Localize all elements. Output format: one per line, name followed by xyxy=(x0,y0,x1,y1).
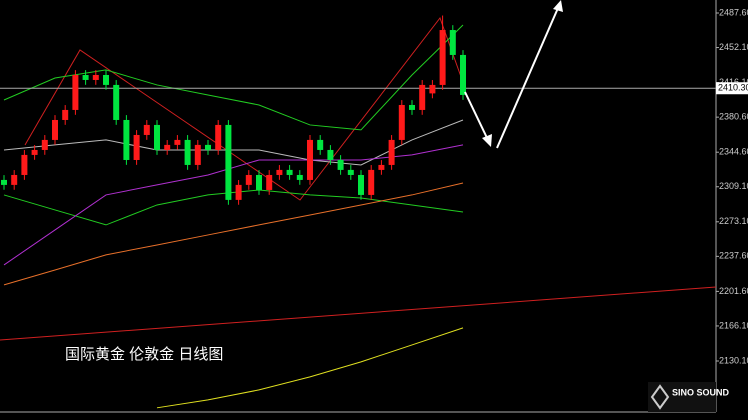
candle-body xyxy=(31,149,38,155)
candle-body xyxy=(123,119,130,160)
candle-body xyxy=(92,75,99,80)
candle-body xyxy=(409,104,415,110)
candle-body xyxy=(378,164,385,170)
candle-body xyxy=(256,174,262,190)
candle-body xyxy=(184,139,191,165)
candle-body xyxy=(449,30,456,55)
price-label: 2410.30 xyxy=(718,83,748,93)
candle-body xyxy=(41,139,48,150)
candle-body xyxy=(194,144,201,165)
candle-body xyxy=(1,179,7,185)
y-tick-label: 2380.60 xyxy=(719,112,748,122)
candle-body xyxy=(460,54,466,95)
y-tick-label: 2487.60 xyxy=(719,7,748,17)
candle-body xyxy=(398,104,405,140)
y-tick-label: 2273.10 xyxy=(719,216,748,226)
zigzag xyxy=(24,16,466,201)
y-tick-label: 2309.10 xyxy=(719,181,748,191)
candle-body xyxy=(164,144,171,150)
candle-body xyxy=(317,139,324,150)
candle-body xyxy=(307,139,313,180)
y-tick-label: 2452.10 xyxy=(719,42,748,52)
candle-body xyxy=(21,154,28,175)
candle-body xyxy=(327,149,334,160)
candle-body xyxy=(245,174,252,185)
candle-body xyxy=(82,75,89,80)
chart-title: 国际黄金 伦敦金 日线图 xyxy=(65,346,223,363)
y-tick-label: 2237.60 xyxy=(719,251,748,261)
candle-body xyxy=(113,84,120,120)
moving-average xyxy=(3,119,464,166)
candle-body xyxy=(72,75,79,110)
arrow-head xyxy=(482,134,492,147)
y-tick-label: 2344.60 xyxy=(719,147,748,157)
candle-body xyxy=(52,119,58,140)
arrow xyxy=(496,7,559,149)
moving-average xyxy=(3,189,464,226)
arrow xyxy=(464,91,489,141)
candle-body xyxy=(286,169,293,175)
y-tick-label: 2416.10 xyxy=(719,77,748,87)
moving-average xyxy=(3,24,464,131)
logo-icon xyxy=(650,384,670,410)
y-tick-label: 2166.10 xyxy=(719,320,748,330)
candle-body xyxy=(266,174,273,190)
candle-body xyxy=(419,84,426,110)
brand: SINO SOUND xyxy=(672,387,730,397)
candle-body xyxy=(388,139,395,165)
price-label-box xyxy=(716,82,748,95)
candle-body xyxy=(154,124,160,150)
candle-body xyxy=(347,169,354,175)
y-tick-label: 2201.60 xyxy=(719,286,748,296)
candle-body xyxy=(143,124,150,135)
candle-body xyxy=(429,84,436,94)
candle-body xyxy=(103,75,109,85)
moving-average xyxy=(156,327,464,409)
candle-body xyxy=(235,184,242,200)
candle-body xyxy=(11,174,18,185)
candle-body xyxy=(368,169,375,195)
candle-body xyxy=(205,144,211,150)
candle-body xyxy=(337,159,344,170)
plot: 2487.60 2452.10 2416.10 2380.60 2344.60 2309.… xyxy=(0,7,748,409)
candle-body xyxy=(439,30,446,85)
candle-body xyxy=(215,124,222,150)
moving-average xyxy=(3,144,464,266)
arrow-head xyxy=(553,0,563,12)
candle-body xyxy=(225,124,232,200)
candle-body xyxy=(276,169,283,175)
y-tick-label: 2130.10 xyxy=(719,355,748,365)
candle-body xyxy=(358,174,364,195)
candle-body xyxy=(62,109,69,120)
candle-body xyxy=(174,139,181,145)
candle-body xyxy=(133,134,140,160)
trend-line xyxy=(0,286,717,341)
moving-average xyxy=(3,182,464,286)
candle-body xyxy=(296,174,303,180)
